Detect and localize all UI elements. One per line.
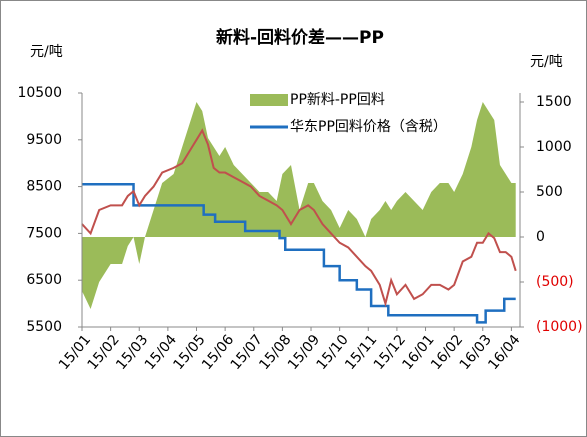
y-tick-label: 9500 <box>26 132 62 148</box>
y-tick-label: 10500 <box>17 85 62 101</box>
y2-tick-label: 0 <box>536 229 545 245</box>
chart-title: 新料-回料价差——PP <box>216 27 384 48</box>
line <box>82 183 516 324</box>
line <box>81 128 517 308</box>
legend-label: 华东PP回料价格（含税） <box>290 119 447 135</box>
y-axis-label: 元/吨 <box>30 44 63 60</box>
y2-tick-label: 1000 <box>536 139 572 155</box>
legend-label: PP新料-PP回料 <box>290 92 385 108</box>
y-tick-label: 7500 <box>26 225 62 241</box>
y-tick-label: 5500 <box>26 319 62 335</box>
y2-tick-label: (1000) <box>536 319 583 335</box>
area <box>82 102 516 309</box>
y-tick-label: 8500 <box>26 179 62 195</box>
y-tick-label: 6500 <box>26 272 62 288</box>
y2-tick-label: 500 <box>536 184 563 200</box>
y2-tick-label: (500) <box>536 274 574 290</box>
y2-tick-label: 1500 <box>536 94 572 110</box>
y2-axis-label: 元/吨 <box>530 54 563 70</box>
legend-swatch <box>250 94 288 106</box>
